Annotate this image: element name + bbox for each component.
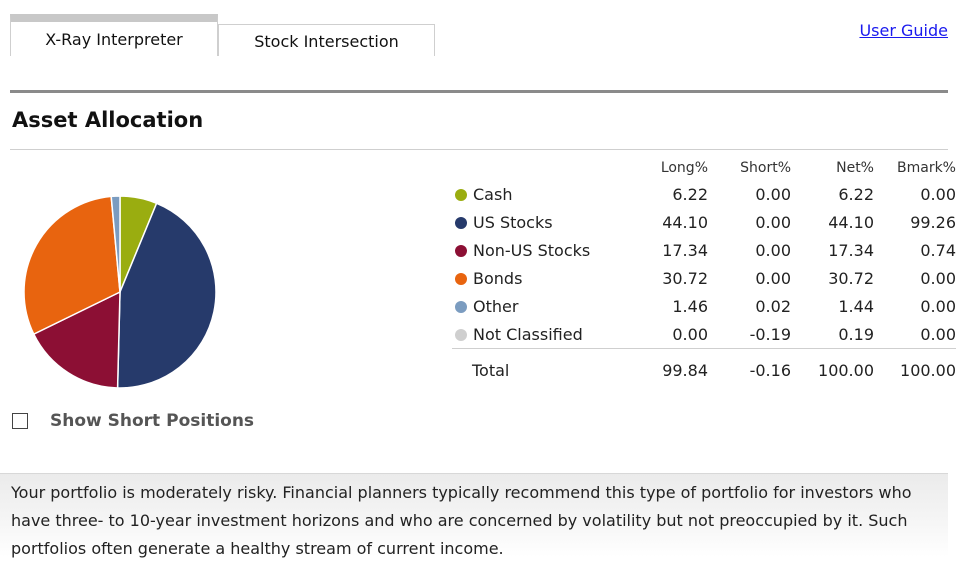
short-value: 0.00 <box>755 240 791 260</box>
asset-class-name: Non-US Stocks <box>473 240 591 260</box>
short-value: 0.02 <box>755 296 791 316</box>
user-guide-link[interactable]: User Guide <box>859 21 948 40</box>
tab-stock-intersection[interactable]: Stock Intersection <box>218 24 435 56</box>
pie-slice-us-stocks <box>116 202 217 389</box>
tab-xray-interpreter[interactable]: X-Ray Interpreter <box>10 14 218 56</box>
short-value: -0.19 <box>749 324 791 344</box>
short-value: 0.00 <box>755 212 791 232</box>
header-bmark: Bmark% <box>897 160 956 176</box>
total-row: Total 99.84 -0.16 100.00 100.00 <box>452 348 956 389</box>
bmark-value: 0.00 <box>920 184 956 204</box>
long-value: 1.46 <box>672 296 708 316</box>
long-value: 6.22 <box>672 184 708 204</box>
legend-dot-other <box>455 300 467 313</box>
bmark-value: 0.74 <box>920 240 956 260</box>
title-divider <box>10 149 948 150</box>
row-label-cash: Cash <box>452 180 632 208</box>
long-value: 30.72 <box>662 268 708 288</box>
short-value: 0.00 <box>755 268 791 288</box>
total-long: 99.84 <box>632 348 708 389</box>
long-value: 0.00 <box>672 324 708 344</box>
table-row: Non-US Stocks 17.34 0.00 17.34 0.74 <box>452 236 956 264</box>
header-short: Short% <box>740 160 791 176</box>
long-value: 44.10 <box>662 212 708 232</box>
bmark-value: 0.00 <box>920 296 956 316</box>
portfolio-summary: Your portfolio is moderately risky. Fina… <box>0 473 948 558</box>
asset-class-name: Cash <box>473 184 513 204</box>
total-net: 100.00 <box>791 348 874 389</box>
bmark-value: 0.00 <box>920 324 956 344</box>
net-value: 17.34 <box>828 240 874 260</box>
header-long: Long% <box>660 160 708 176</box>
net-value: 44.10 <box>828 212 874 232</box>
asset-class-name: Not Classified <box>473 324 583 344</box>
asset-class-name: Bonds <box>473 268 523 288</box>
net-value: 6.22 <box>838 184 874 204</box>
pie-slice-bonds <box>23 195 121 336</box>
row-label-us-stocks: US Stocks <box>452 208 632 236</box>
legend-dot-bonds <box>455 272 467 285</box>
table-header-row: Long% Short% Net% Bmark% <box>452 156 956 180</box>
total-label: Total <box>452 348 632 389</box>
total-bmark: 100.00 <box>874 348 956 389</box>
show-short-positions-checkbox[interactable] <box>12 413 28 429</box>
asset-class-name: US Stocks <box>473 212 553 232</box>
header-net: Net% <box>836 160 874 176</box>
net-value: 30.72 <box>828 268 874 288</box>
long-value: 17.34 <box>662 240 708 260</box>
short-value: 0.00 <box>755 184 791 204</box>
legend-dot-us-stocks <box>455 216 467 229</box>
asset-class-name: Other <box>473 296 519 316</box>
row-label-not-classified: Not Classified <box>452 320 632 349</box>
pie-slice-other <box>110 195 121 293</box>
total-short: -0.16 <box>708 348 791 389</box>
row-label-bonds: Bonds <box>452 264 632 292</box>
bmark-value: 99.26 <box>910 212 956 232</box>
table-row: Bonds 30.72 0.00 30.72 0.00 <box>452 264 956 292</box>
table-row: Other 1.46 0.02 1.44 0.00 <box>452 292 956 320</box>
allocation-pie-chart <box>23 195 217 389</box>
legend-dot-non-us-stocks <box>455 244 467 257</box>
net-value: 0.19 <box>838 324 874 344</box>
pie-slice-non-us-stocks <box>32 290 121 389</box>
show-short-positions-label[interactable]: Show Short Positions <box>50 411 255 431</box>
table-row: Not Classified 0.00 -0.19 0.19 0.00 <box>452 320 956 349</box>
table-row: Cash 6.22 0.00 6.22 0.00 <box>452 180 956 208</box>
header-divider <box>10 90 948 93</box>
legend-dot-not-classified <box>455 328 467 341</box>
section-title: Asset Allocation <box>12 108 204 132</box>
legend-dot-cash <box>455 188 467 201</box>
show-short-positions-toggle[interactable]: Show Short Positions <box>12 411 254 431</box>
row-label-non-us-stocks: Non-US Stocks <box>452 236 632 264</box>
row-label-other: Other <box>452 292 632 320</box>
net-value: 1.44 <box>838 296 874 316</box>
table-row: US Stocks 44.10 0.00 44.10 99.26 <box>452 208 956 236</box>
bmark-value: 0.00 <box>920 268 956 288</box>
allocation-table: Long% Short% Net% Bmark% Cash 6.22 0.00 6.2… <box>452 156 956 389</box>
